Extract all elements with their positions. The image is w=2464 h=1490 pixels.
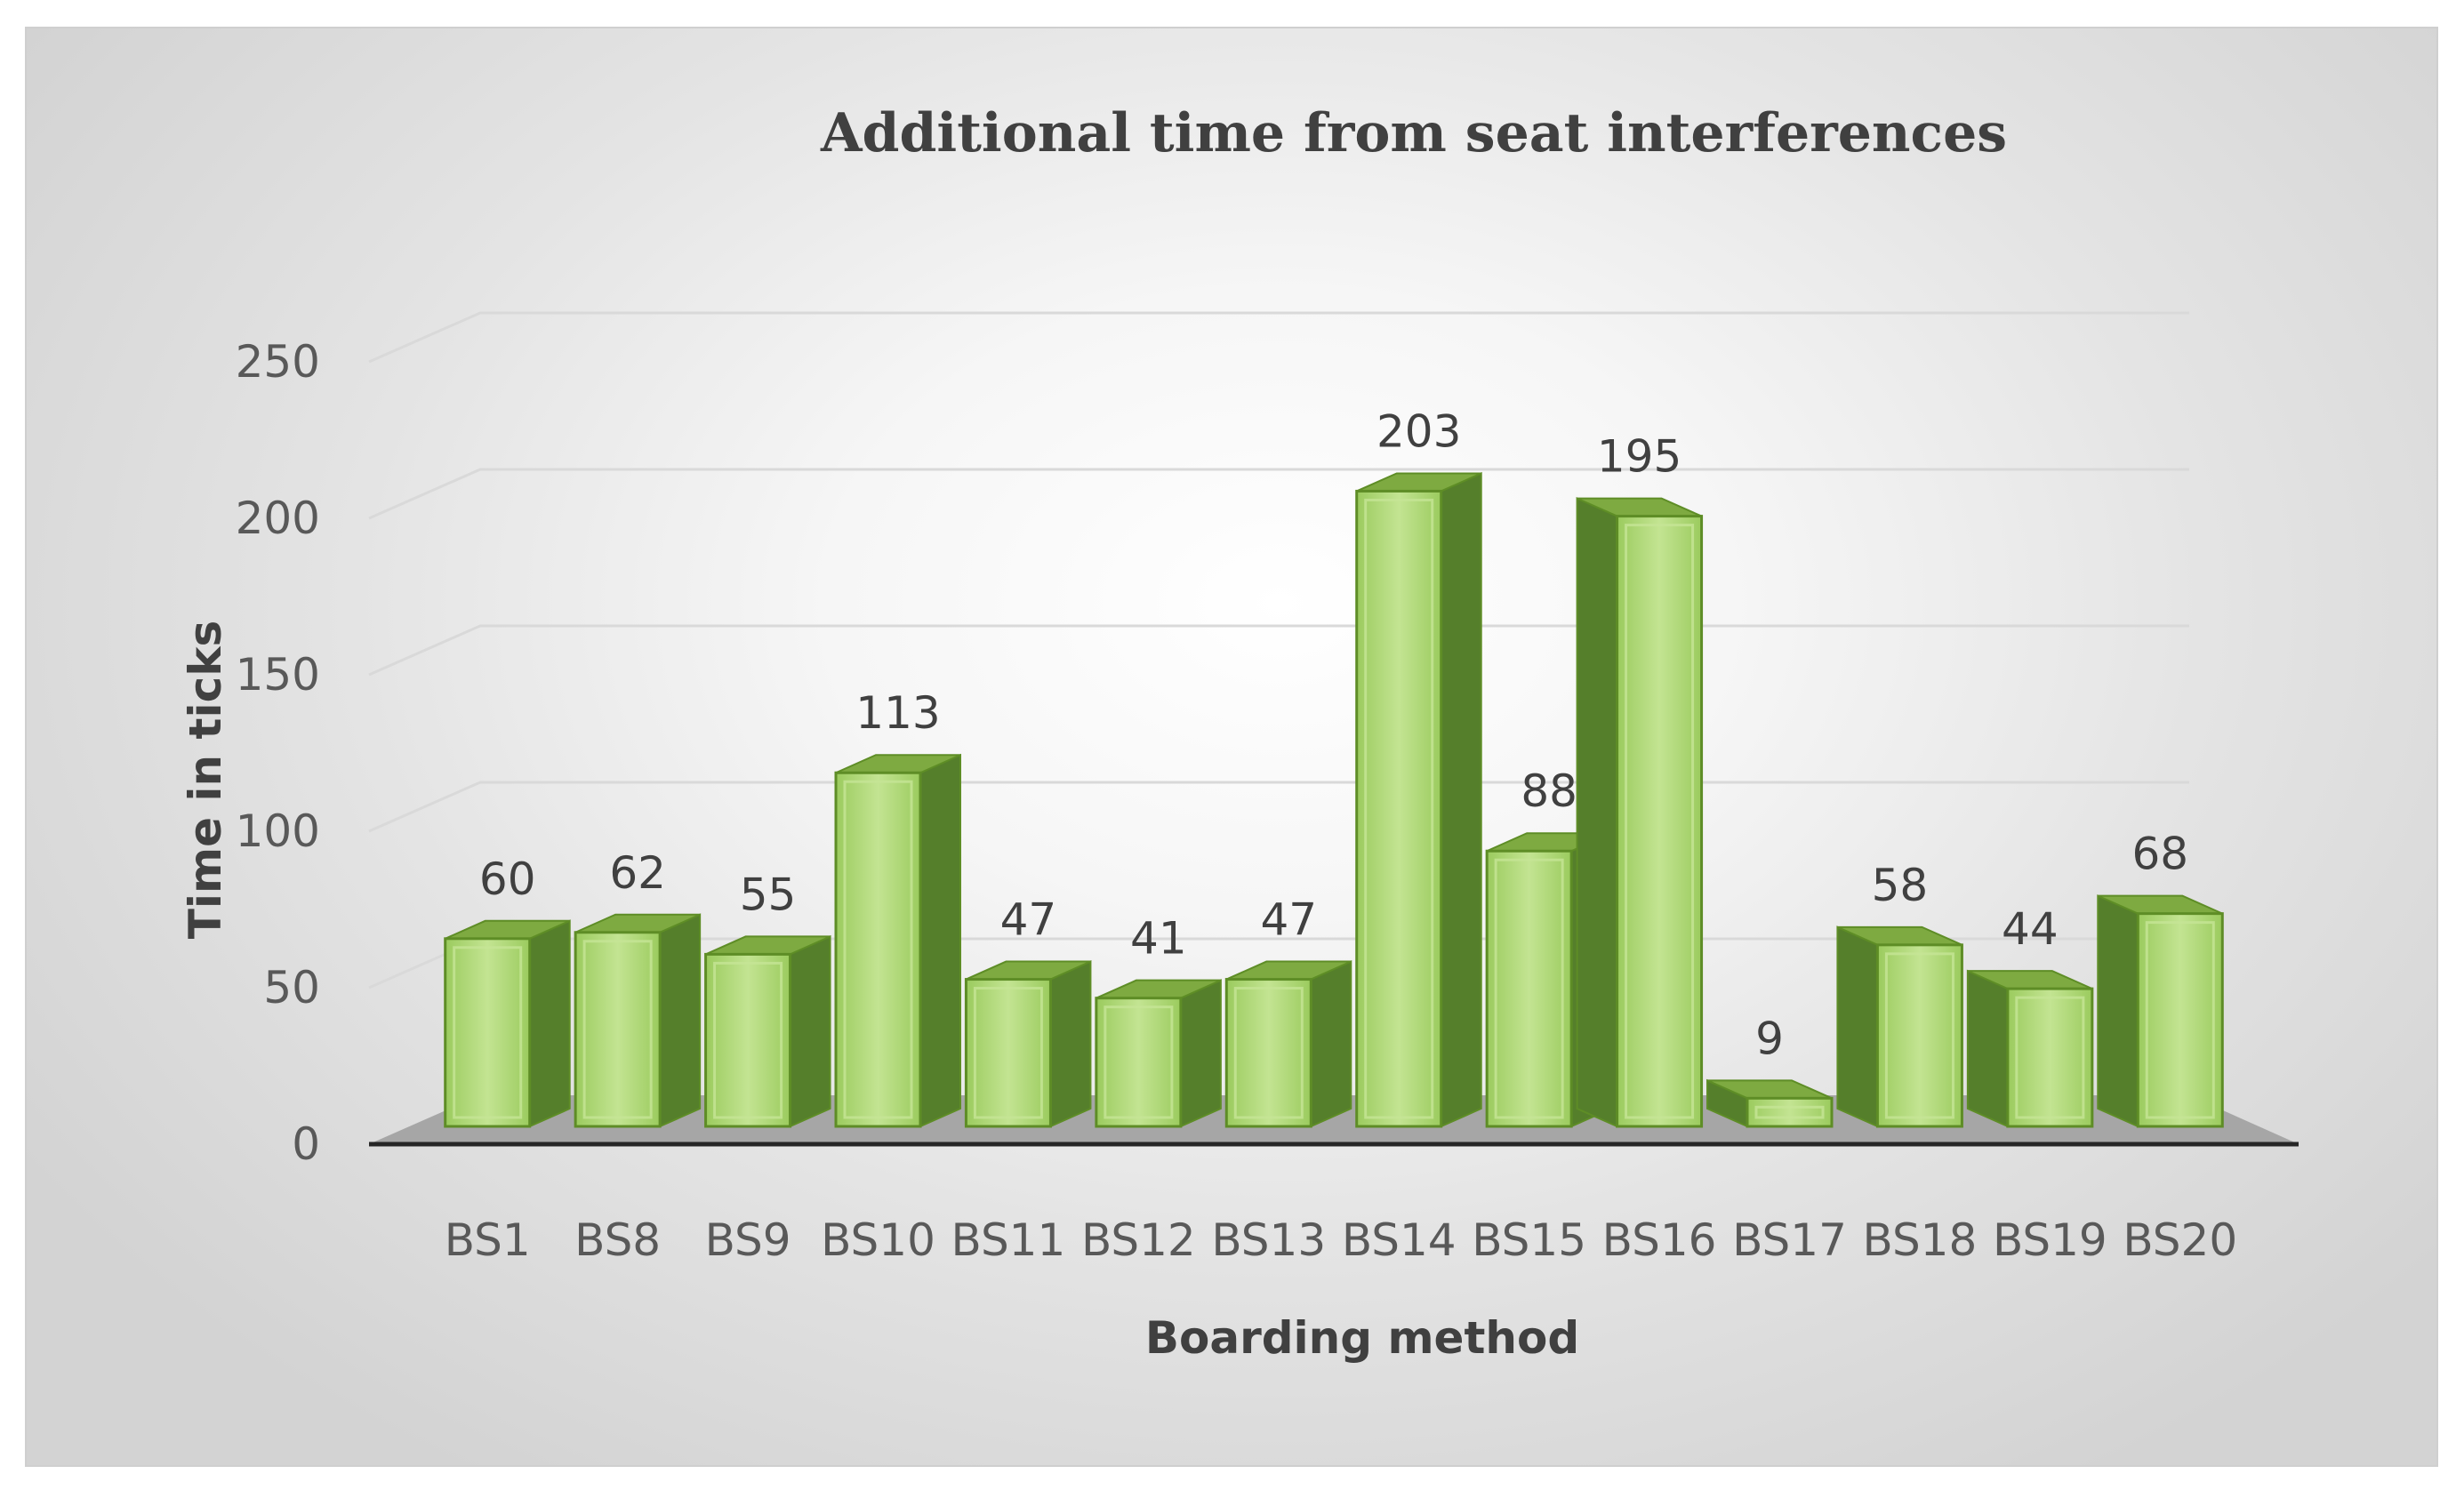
bar-side (789, 934, 831, 1128)
bar-highlight (713, 961, 783, 1119)
y-axis-title: Time in ticks (180, 621, 231, 940)
bar-side (1310, 960, 1352, 1128)
bar-front (1224, 978, 1312, 1128)
y-tick-label: 0 (292, 1118, 320, 1170)
data-label: 9 (1755, 1013, 1784, 1064)
bar-highlight (1104, 1005, 1174, 1119)
bar-BS8 (574, 913, 702, 1128)
x-tick-label: BS9 (705, 1214, 791, 1266)
bar-BS9 (704, 934, 831, 1128)
x-tick-label: BS20 (2123, 1214, 2237, 1266)
data-label: 47 (1000, 894, 1057, 946)
bar-BS11 (964, 960, 1092, 1128)
x-tick-label: BS14 (1342, 1214, 1457, 1266)
bar-side (1440, 471, 1482, 1128)
bar-BS18 (1836, 925, 1963, 1128)
bar-highlight (2145, 921, 2215, 1119)
bar-side (1576, 497, 1618, 1128)
bar-front (1355, 489, 1443, 1128)
y-tick-label: 250 (236, 336, 320, 388)
bar-side (2097, 894, 2139, 1128)
bar-side (1179, 979, 1222, 1128)
data-label: 88 (1521, 765, 1577, 817)
bar-front (1095, 997, 1183, 1128)
bar-front (704, 952, 792, 1128)
bar-highlight (1884, 952, 1954, 1119)
y-tick-label: 200 (236, 493, 320, 544)
bar-highlight (453, 946, 523, 1119)
bar-front (444, 937, 532, 1128)
data-label: 68 (2131, 829, 2188, 880)
bar-side (659, 913, 702, 1128)
bar-side (1049, 960, 1092, 1128)
bar-side (528, 919, 571, 1128)
bar-front (574, 931, 662, 1128)
bar-side (919, 753, 961, 1128)
x-tick-label: BS1 (445, 1214, 531, 1266)
data-label: 60 (479, 853, 536, 905)
data-label: 203 (1376, 405, 1461, 457)
data-label: 55 (740, 869, 797, 920)
bar-highlight (1494, 858, 1564, 1119)
bar-highlight (582, 940, 653, 1119)
bar-highlight (973, 987, 1043, 1119)
bar-BS16 (1576, 497, 1704, 1128)
y-tick-label: 50 (263, 962, 320, 1013)
bar-side (1966, 969, 2009, 1128)
x-tick-label: BS18 (1863, 1214, 1978, 1266)
bar-BS17 (1706, 1078, 1834, 1128)
bars (444, 471, 2224, 1128)
bar-front (1875, 943, 1963, 1128)
x-tick-label: BS19 (1993, 1214, 2107, 1266)
x-tick-label: BS17 (1732, 1214, 1847, 1266)
bar-front (2006, 987, 2094, 1128)
x-tick-label: BS8 (574, 1214, 661, 1266)
bar-BS13 (1224, 960, 1352, 1128)
data-label: 41 (1130, 913, 1187, 965)
bar-highlight (2015, 996, 2085, 1119)
bar-front (1616, 515, 1704, 1128)
bar-BS1 (444, 919, 571, 1128)
bar-side (1836, 925, 1879, 1128)
bar-front (1485, 849, 1573, 1128)
bar-BS12 (1095, 979, 1222, 1128)
bar-highlight (1364, 498, 1434, 1119)
x-tick-label: BS12 (1081, 1214, 1196, 1266)
bar-BS19 (1966, 969, 2094, 1128)
bar-front (964, 978, 1052, 1128)
bar-highlight (1625, 524, 1695, 1119)
labels: 0 50 100 150 200 250 60 BS1 62 BS8 55 BS9 113 BS10 47 B… (236, 336, 2238, 1266)
bar-BS10 (834, 753, 961, 1128)
x-tick-label: BS10 (821, 1214, 935, 1266)
chart-title: Additional time from seat interferences (820, 102, 2007, 164)
bar-highlight (843, 780, 913, 1119)
x-axis-title: Boarding method (1145, 1312, 1579, 1364)
gridline (368, 468, 2189, 520)
data-label: 195 (1597, 431, 1681, 483)
x-tick-label: BS15 (1472, 1214, 1586, 1266)
bar-BS14 (1355, 471, 1482, 1128)
data-label: 62 (609, 847, 666, 899)
data-label: 44 (2002, 903, 2059, 955)
chart-area: 0 50 100 150 200 250 60 BS1 62 BS8 55 BS9 113 BS10 47 B… (25, 27, 2438, 1467)
data-label: 58 (1872, 860, 1929, 911)
x-tick-label: BS13 (1211, 1214, 1326, 1266)
x-tick-label: BS16 (1602, 1214, 1717, 1266)
bar-BS20 (2097, 894, 2224, 1128)
y-tick-label: 100 (236, 805, 320, 857)
x-tick-label: BS11 (951, 1214, 1066, 1266)
bar-chart: 0 50 100 150 200 250 60 BS1 62 BS8 55 BS9 113 BS10 47 B… (180, 102, 2299, 1364)
gridline (368, 781, 2189, 833)
bar-front (834, 771, 922, 1128)
y-tick-label: 150 (236, 649, 320, 701)
bar-front (1746, 1096, 1834, 1128)
data-label: 113 (855, 687, 940, 739)
bar-highlight (1754, 1105, 1825, 1119)
gridline (368, 624, 2189, 677)
bar-front (2136, 912, 2224, 1128)
gridline (368, 311, 2189, 364)
bar-highlight (1233, 987, 1304, 1119)
data-label: 47 (1260, 894, 1317, 946)
